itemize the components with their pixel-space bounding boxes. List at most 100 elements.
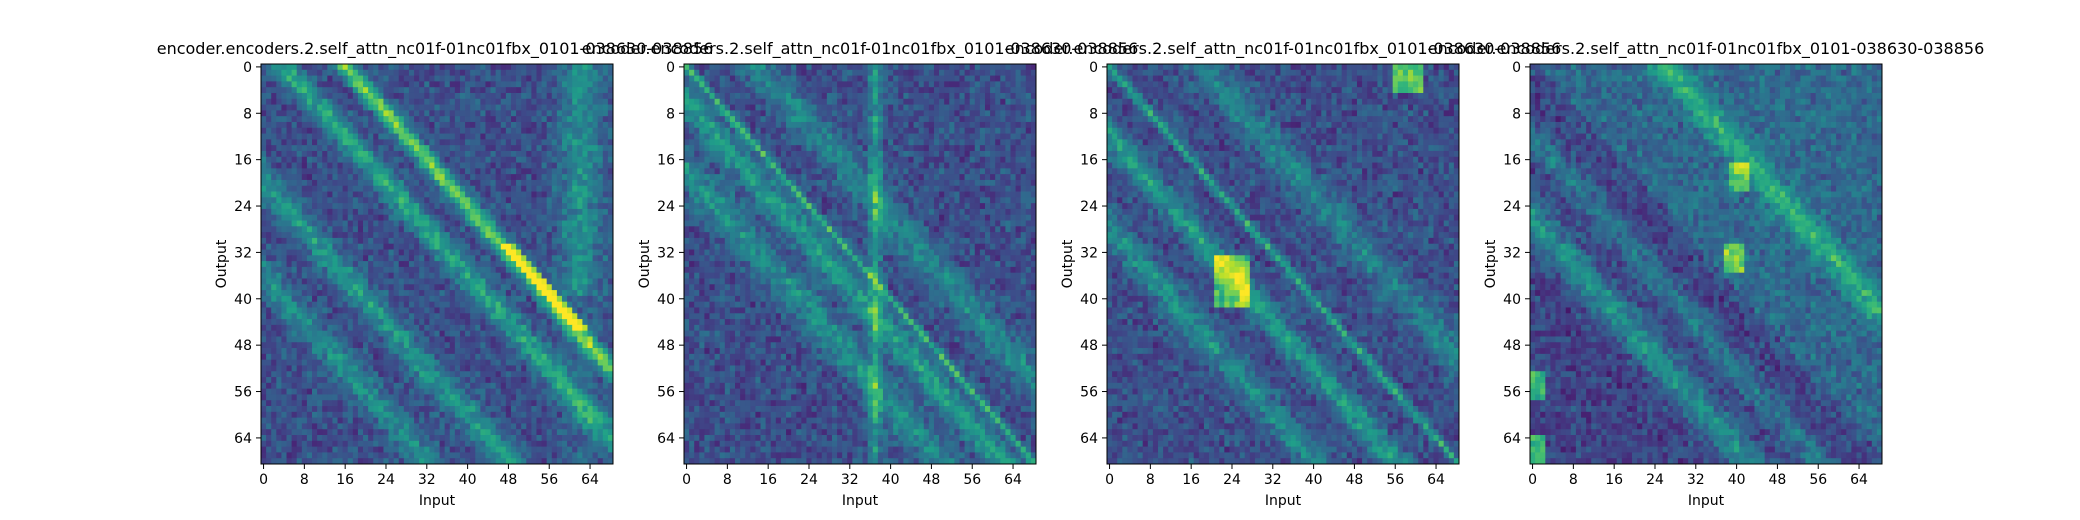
heatmap-cell xyxy=(470,423,476,430)
heatmap-cell xyxy=(939,75,945,82)
heatmap-cell xyxy=(882,75,889,82)
heatmap-cell xyxy=(434,353,440,361)
heatmap-cell xyxy=(521,81,527,88)
heatmap-cell xyxy=(439,133,446,140)
heatmap-cell xyxy=(312,203,318,210)
heatmap-cell xyxy=(582,295,588,303)
heatmap-cell xyxy=(281,75,287,82)
heatmap-cell xyxy=(602,226,609,233)
heatmap-cell xyxy=(567,64,573,71)
heatmap-cell xyxy=(582,342,588,349)
heatmap-cell xyxy=(429,64,435,71)
heatmap-cell xyxy=(337,423,344,430)
heatmap-cell xyxy=(490,232,497,239)
heatmap-cell xyxy=(602,81,609,88)
heatmap-cell xyxy=(521,92,527,100)
heatmap-cell xyxy=(312,319,318,326)
heatmap-cell xyxy=(434,429,440,436)
heatmap-cell xyxy=(291,133,298,140)
heatmap-cell xyxy=(419,139,425,146)
heatmap-cell xyxy=(439,174,446,181)
heatmap-cell xyxy=(393,388,400,395)
heatmap-cell xyxy=(480,440,486,448)
heatmap-cell xyxy=(546,249,553,256)
heatmap-cell xyxy=(495,81,502,88)
heatmap-cell xyxy=(510,284,517,291)
heatmap-cell xyxy=(536,168,542,175)
heatmap-cell xyxy=(337,307,344,314)
heatmap-cell xyxy=(306,208,313,216)
heatmap-cell xyxy=(352,272,359,279)
heatmap-cell xyxy=(306,237,313,245)
heatmap-cell xyxy=(266,249,272,256)
heatmap-cell xyxy=(582,324,588,332)
heatmap-cell xyxy=(398,191,405,198)
heatmap-cell xyxy=(306,87,313,94)
heatmap-cell xyxy=(449,220,456,227)
heatmap-cell xyxy=(567,307,573,314)
heatmap-cell xyxy=(327,64,333,71)
heatmap-cell xyxy=(261,110,267,117)
heatmap-cell xyxy=(495,353,502,361)
heatmap-cell xyxy=(546,388,553,395)
heatmap-cell xyxy=(306,388,313,395)
heatmap-cell xyxy=(429,440,435,448)
heatmap-cell xyxy=(480,261,486,268)
heatmap-cell xyxy=(536,226,542,233)
heatmap-cell xyxy=(449,429,456,436)
heatmap-cell xyxy=(470,121,476,129)
heatmap-cell xyxy=(347,179,354,187)
heatmap-cell xyxy=(363,272,369,279)
heatmap-cell xyxy=(429,359,435,366)
heatmap-cell xyxy=(317,87,323,94)
heatmap-cell xyxy=(572,162,578,169)
heatmap-cell xyxy=(449,348,456,355)
heatmap-cell xyxy=(393,446,400,453)
heatmap-cell xyxy=(357,127,364,134)
heatmap-cell xyxy=(414,406,420,413)
heatmap-cell xyxy=(439,290,446,297)
heatmap-cell xyxy=(332,133,338,140)
heatmap-cell xyxy=(541,208,548,216)
heatmap-cell xyxy=(801,75,807,82)
heatmap-cell xyxy=(1015,69,1022,76)
heatmap-cell xyxy=(419,179,425,187)
heatmap-cell xyxy=(337,388,344,395)
heatmap-cell xyxy=(500,162,507,169)
heatmap-cell xyxy=(597,371,604,378)
heatmap-cell xyxy=(327,452,333,459)
heatmap-cell xyxy=(363,191,369,198)
heatmap-cell xyxy=(470,377,476,384)
heatmap-cell xyxy=(893,75,899,82)
heatmap-cell xyxy=(587,116,593,123)
heatmap-cell xyxy=(291,69,298,76)
heatmap-cell xyxy=(495,261,502,268)
heatmap-cell xyxy=(475,64,481,71)
heatmap-cell xyxy=(414,307,420,314)
heatmap-cell xyxy=(398,400,405,407)
heatmap-cell xyxy=(393,133,400,140)
heatmap-cell xyxy=(312,324,318,332)
heatmap-cell xyxy=(398,64,405,71)
heatmap-cell xyxy=(429,191,435,198)
heatmap-cell xyxy=(500,220,507,227)
heatmap-cell xyxy=(572,388,578,395)
heatmap-cell xyxy=(301,121,308,129)
heatmap-cell xyxy=(597,150,604,158)
heatmap-cell xyxy=(312,162,318,169)
heatmap-cell xyxy=(347,330,354,337)
heatmap-cell xyxy=(322,266,328,274)
heatmap-cell xyxy=(322,249,328,256)
heatmap-cell xyxy=(459,220,466,227)
heatmap-cell xyxy=(424,266,430,274)
heatmap-cell xyxy=(347,295,354,303)
heatmap-cell xyxy=(291,145,298,152)
heatmap-cell xyxy=(470,156,476,163)
heatmap-cell xyxy=(306,365,313,372)
heatmap-cell xyxy=(541,307,548,314)
heatmap-cell xyxy=(531,226,537,233)
heatmap-cell xyxy=(475,220,481,227)
panel-1-x-label: Input xyxy=(419,493,456,509)
heatmap-cell xyxy=(296,208,303,216)
heatmap-cell xyxy=(444,249,451,256)
